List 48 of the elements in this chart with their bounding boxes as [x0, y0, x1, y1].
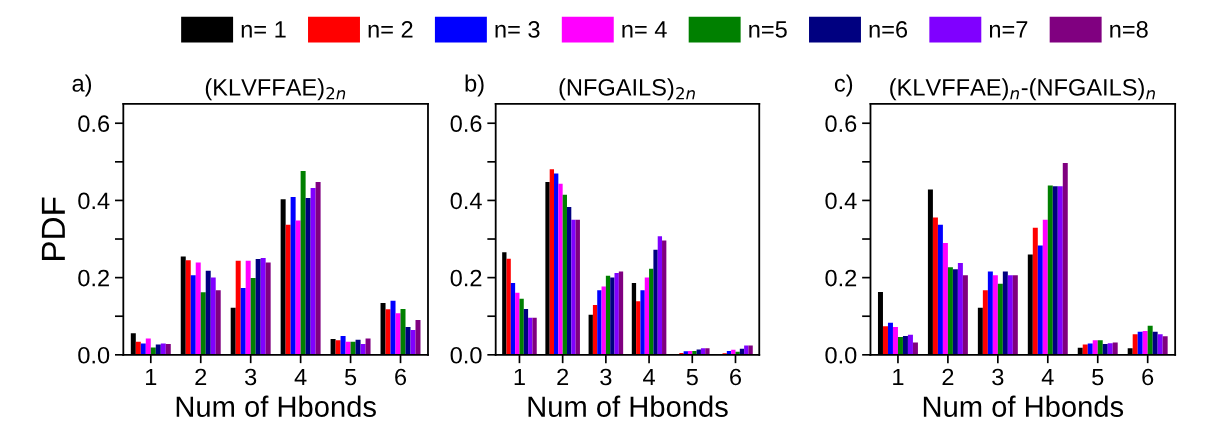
x-tick-label: 6 [395, 368, 407, 386]
legend-label: n=7 [989, 21, 1028, 38]
chart-title: (NFGAILS)$_{2n}$ [559, 78, 695, 101]
x-tick-label: 4 [294, 368, 307, 386]
x-axis-title: Num of Hbonds [528, 395, 728, 417]
x-tick-label: 5 [1092, 368, 1104, 386]
legend-label: n= 4 [622, 21, 667, 38]
x-tick-label: 5 [686, 368, 698, 386]
legend-label: n= 1 [241, 21, 286, 38]
y-tick-label: 0.4 [450, 192, 482, 210]
x-tick-label: 1 [514, 368, 525, 386]
legend-label: n=6 [869, 21, 908, 38]
y-tick-label: 0.2 [825, 269, 857, 287]
legend-label: n= 2 [368, 21, 413, 38]
x-tick-label: 1 [893, 368, 904, 386]
y-tick-label: 0.2 [450, 269, 482, 287]
y-tick-label: 0.4 [78, 192, 110, 210]
y-tick-label: 0.6 [78, 115, 110, 133]
text: c) [834, 74, 853, 97]
y-tick-label: 0.2 [78, 269, 109, 287]
y-tick-label: 0.0 [825, 346, 857, 364]
legend-label: n=8 [1110, 21, 1148, 38]
y-tick-label: 0.0 [78, 346, 110, 364]
legend-label: n= 3 [495, 21, 540, 38]
x-tick-label: 3 [992, 368, 1004, 386]
y-tick-label: 0.6 [825, 115, 857, 133]
text: b) [465, 74, 484, 97]
x-axis-title: Num of Hbonds [176, 395, 376, 417]
x-tick-label: 3 [245, 368, 257, 386]
x-tick-label: 2 [942, 368, 954, 386]
x-axis-title: Num of Hbonds [923, 395, 1124, 417]
x-tick-label: 5 [344, 368, 357, 386]
x-tick-label: 6 [730, 368, 742, 386]
chart-title: (KLVFFAE)$_{2n}$ [205, 78, 346, 101]
y-tick-label: 0.6 [450, 115, 482, 133]
x-tick-label: 6 [1142, 368, 1154, 386]
legend-label: n=5 [749, 21, 787, 38]
x-tick-label: 4 [643, 368, 655, 386]
x-tick-label: 4 [1041, 368, 1054, 386]
y-tick-label: 0.4 [825, 192, 857, 210]
text: a) [72, 74, 92, 97]
y-axis-title: PDF [41, 197, 65, 260]
chart-title: (KLVFFAE)$_{n}$-(NFGAILS)$_{n}$ [890, 78, 1155, 101]
x-tick-label: 2 [195, 368, 207, 386]
x-tick-label: 3 [600, 368, 612, 386]
y-tick-label: 0.0 [450, 346, 482, 364]
x-tick-label: 2 [557, 368, 569, 386]
x-tick-label: 1 [146, 368, 157, 386]
